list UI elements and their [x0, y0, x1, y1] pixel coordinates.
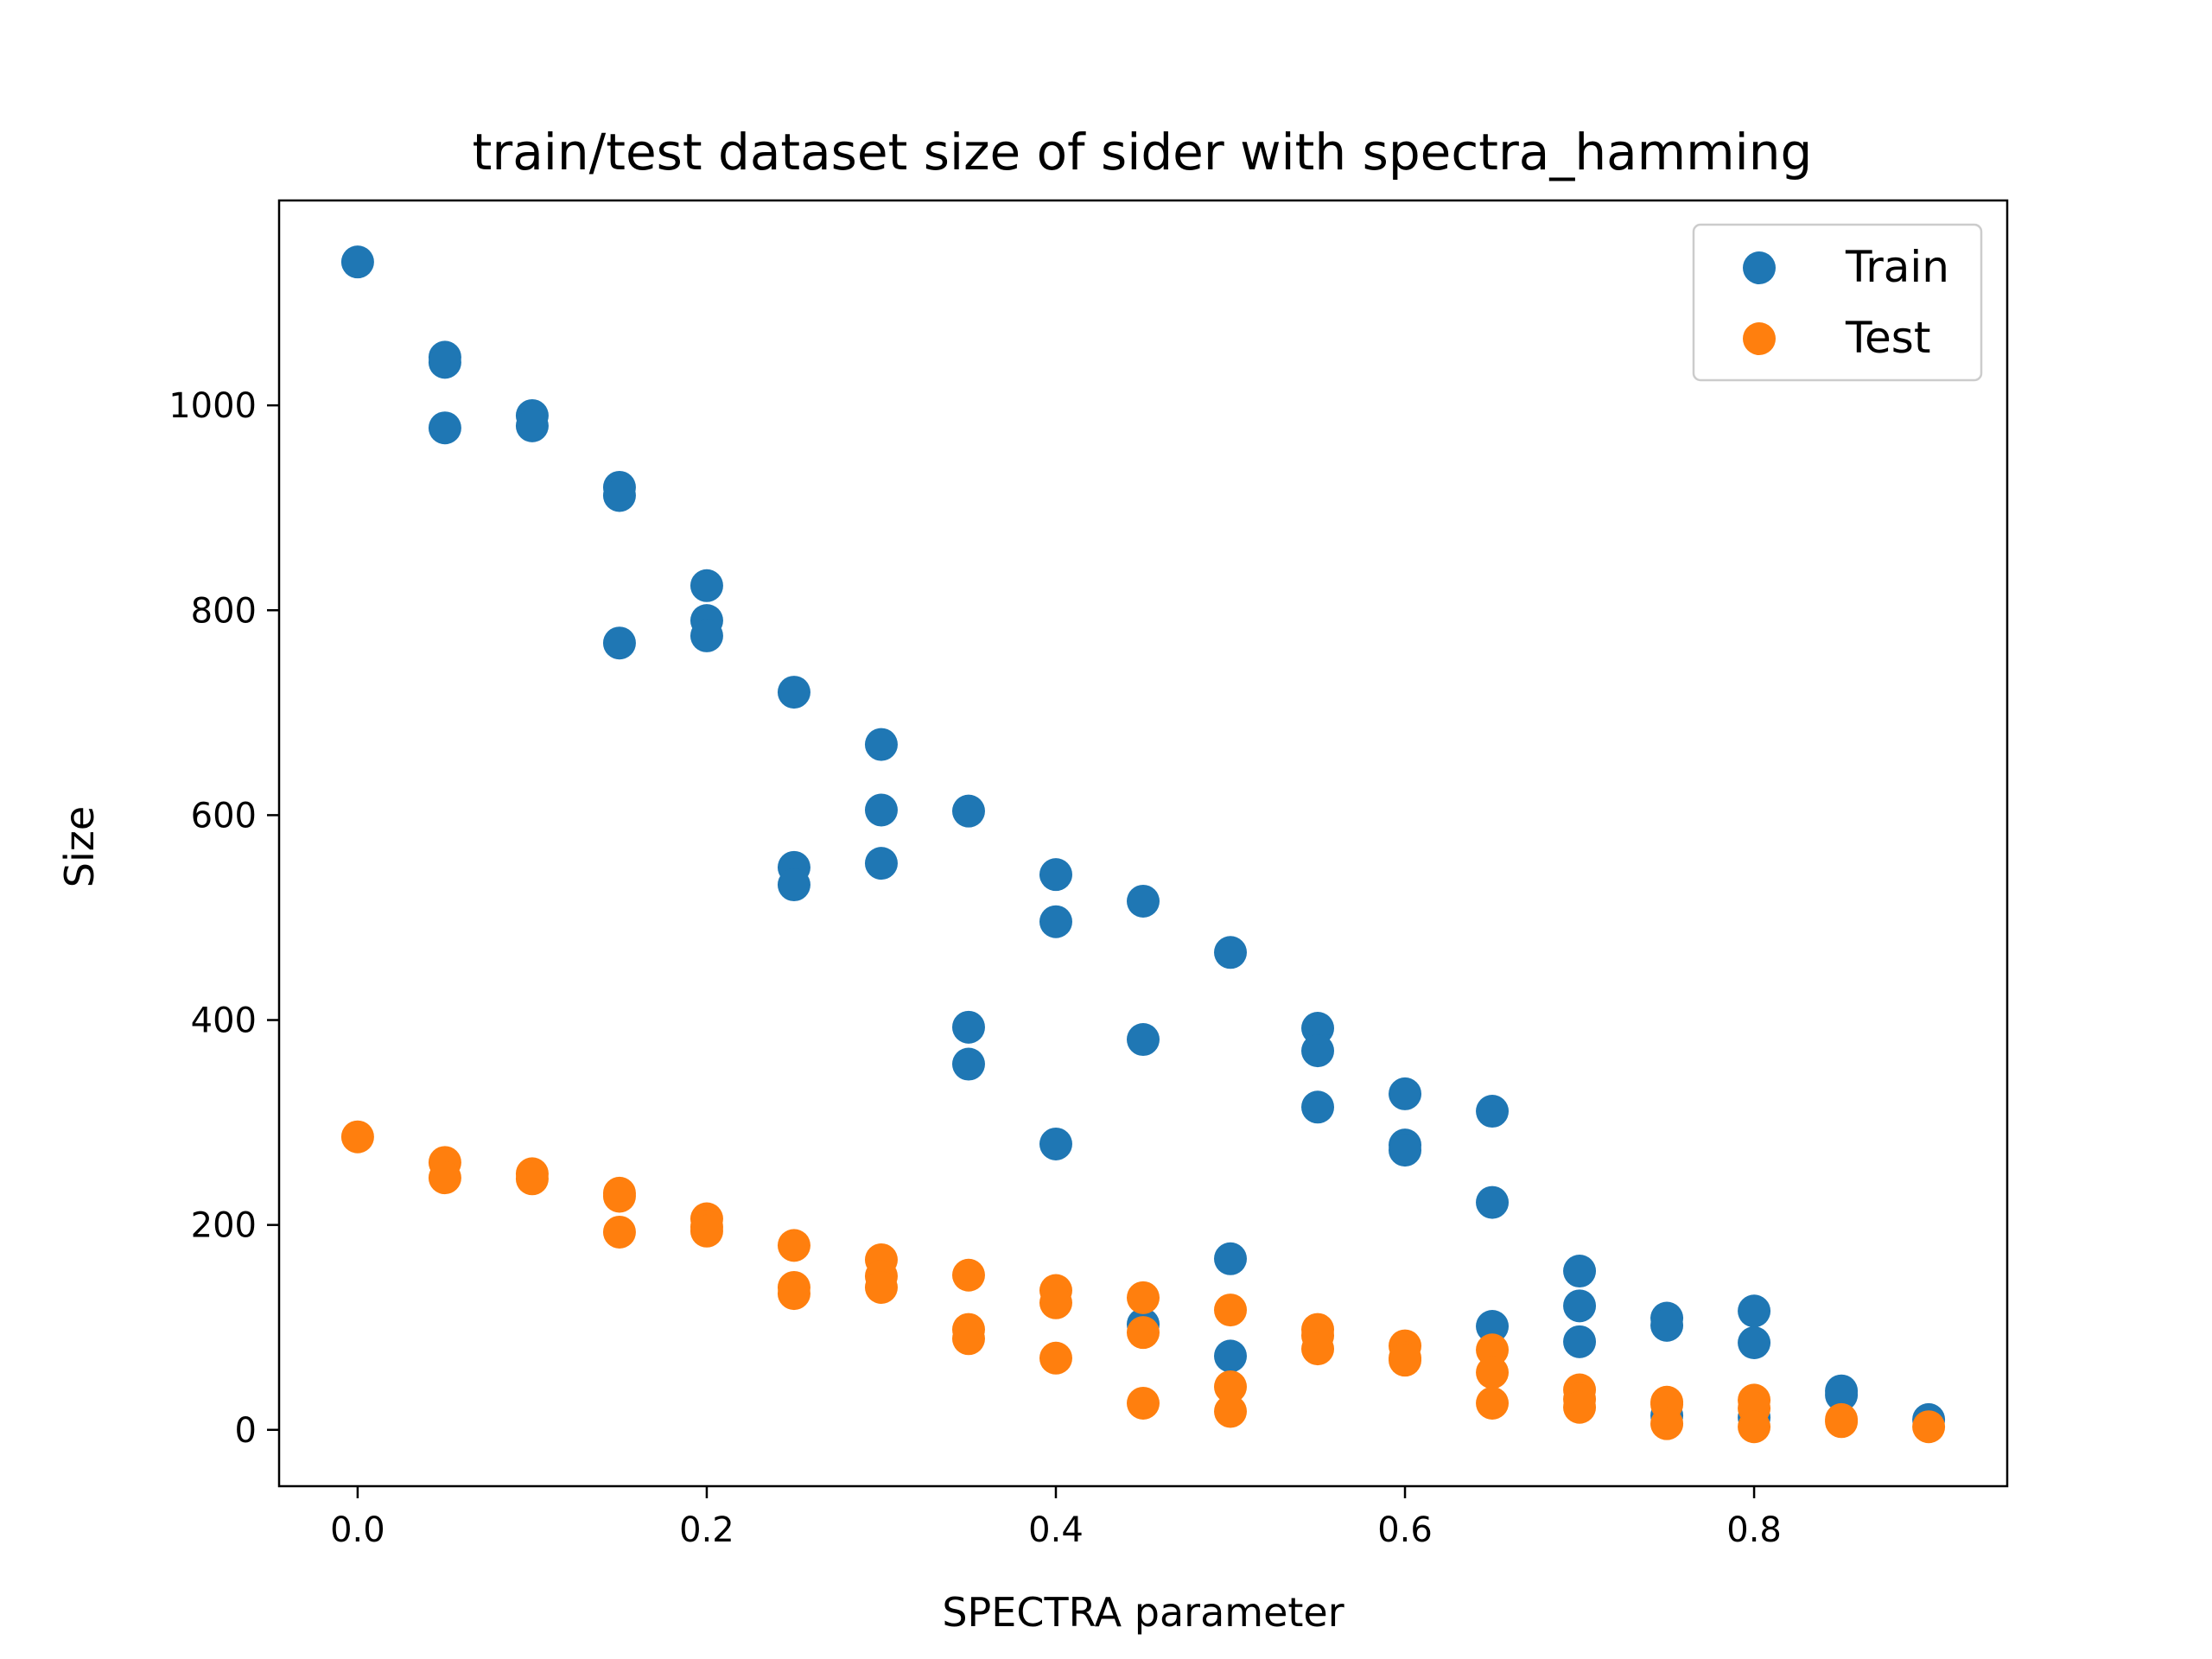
x-tick-label: 0.6	[1377, 1510, 1433, 1550]
point-test	[602, 1215, 636, 1249]
point-test	[1389, 1344, 1422, 1377]
points-layer	[340, 245, 1946, 1444]
point-test	[1912, 1410, 1946, 1444]
y-axis: 0 200 400 600 800 1000	[168, 386, 279, 1451]
point-train	[428, 346, 461, 379]
series-train	[340, 245, 1946, 1436]
y-tick-label: 200	[191, 1206, 257, 1246]
plot-area-frame	[277, 199, 2009, 1488]
point-train	[1301, 1012, 1335, 1046]
legend-label-train: Train	[1845, 242, 1949, 292]
legend-marker-test	[1743, 322, 1776, 355]
point-train	[690, 619, 723, 652]
point-train	[690, 569, 723, 602]
point-train	[1301, 1090, 1335, 1124]
point-train	[864, 847, 898, 880]
point-train	[1127, 1023, 1160, 1057]
point-train	[1214, 1242, 1248, 1275]
point-test	[690, 1214, 723, 1248]
point-train	[1563, 1325, 1597, 1358]
point-train	[864, 793, 898, 827]
point-train	[1563, 1255, 1597, 1288]
point-train	[1738, 1294, 1771, 1328]
point-train	[951, 1010, 985, 1044]
point-test	[1039, 1341, 1072, 1375]
x-tick-label: 0.2	[679, 1510, 734, 1550]
point-train	[1039, 858, 1072, 892]
point-train	[602, 626, 636, 660]
point-test	[951, 1322, 985, 1356]
point-train	[1476, 1185, 1510, 1219]
chart-title: train/test dataset size of sider with sp…	[473, 123, 1813, 181]
point-train	[1476, 1310, 1510, 1344]
point-test	[951, 1258, 985, 1292]
point-test	[864, 1270, 898, 1304]
point-train	[1214, 1339, 1248, 1373]
point-train	[1039, 905, 1072, 938]
point-train	[1389, 1077, 1422, 1110]
point-train	[1563, 1289, 1597, 1323]
point-test	[1127, 1316, 1160, 1350]
point-test	[1127, 1386, 1160, 1420]
y-tick-label: 0	[235, 1411, 257, 1451]
x-tick-label: 0.4	[1028, 1510, 1084, 1550]
point-train	[602, 479, 636, 512]
point-test	[602, 1179, 636, 1213]
point-test	[1476, 1356, 1510, 1389]
point-test	[1650, 1407, 1684, 1440]
legend: Train Test	[1692, 223, 1983, 382]
point-train	[340, 245, 374, 279]
point-test	[1127, 1281, 1160, 1314]
point-train	[1214, 936, 1248, 969]
legend-marker-train	[1743, 251, 1776, 284]
point-test	[1476, 1386, 1510, 1420]
point-test	[1214, 1395, 1248, 1428]
point-train	[1301, 1034, 1335, 1068]
point-train	[1476, 1095, 1510, 1128]
y-tick-label: 1000	[168, 386, 257, 426]
point-test	[777, 1277, 810, 1311]
point-train	[951, 1047, 985, 1081]
legend-label-test: Test	[1845, 313, 1930, 363]
point-train	[1127, 884, 1160, 918]
point-test	[1825, 1405, 1859, 1439]
point-test	[515, 1162, 549, 1196]
series-test	[340, 1120, 1946, 1444]
x-axis-label: SPECTRA parameter	[942, 1589, 1344, 1636]
point-test	[1301, 1332, 1335, 1366]
point-train	[1389, 1134, 1422, 1167]
point-train	[1039, 1127, 1072, 1160]
point-test	[1476, 1333, 1510, 1367]
point-test	[1214, 1294, 1248, 1327]
point-test	[1214, 1370, 1248, 1403]
point-train	[1738, 1326, 1771, 1360]
point-train	[428, 411, 461, 445]
point-train	[951, 794, 985, 828]
point-train	[515, 409, 549, 442]
point-test	[1738, 1410, 1771, 1444]
point-test	[428, 1161, 461, 1195]
x-axis: 0.0 0.2 0.4 0.6 0.8	[330, 1486, 1782, 1550]
point-train	[1650, 1308, 1684, 1342]
point-train	[777, 868, 810, 902]
point-train	[1825, 1378, 1859, 1412]
point-test	[340, 1120, 374, 1154]
point-train	[777, 676, 810, 709]
y-tick-label: 800	[191, 591, 257, 631]
point-test	[1563, 1390, 1597, 1424]
point-train	[864, 728, 898, 761]
y-axis-label: Size	[56, 806, 103, 887]
y-tick-label: 600	[191, 796, 257, 836]
y-tick-label: 400	[191, 1001, 257, 1041]
x-tick-label: 0.0	[330, 1510, 385, 1550]
point-test	[1039, 1286, 1072, 1319]
point-test	[777, 1229, 810, 1262]
x-tick-label: 0.8	[1726, 1510, 1782, 1550]
